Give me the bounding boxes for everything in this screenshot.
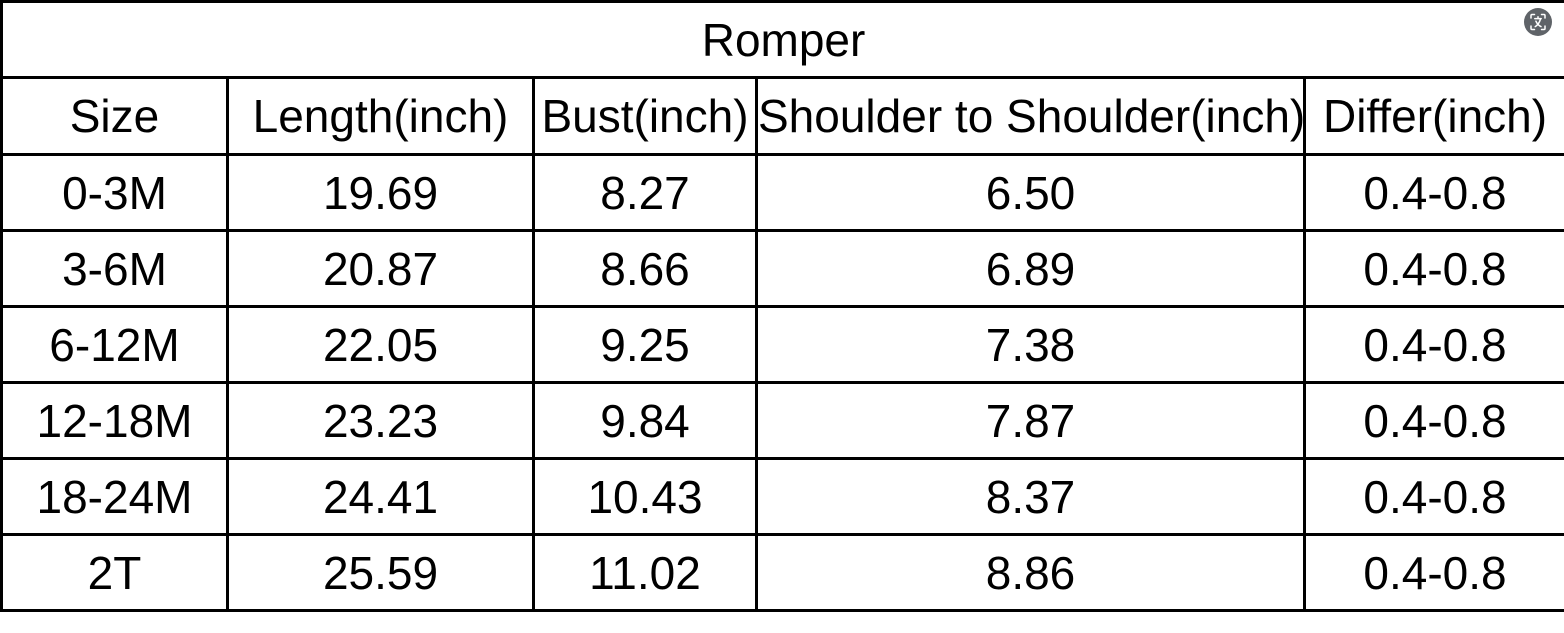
table-row: 3-6M 20.87 8.66 6.89 0.4-0.8 — [0, 229, 1564, 308]
cell-shoulder: 6.89 — [755, 229, 1306, 308]
table-title-row: Romper — [0, 0, 1564, 79]
cell-shoulder: 8.86 — [755, 533, 1306, 612]
cell-length: 22.05 — [226, 305, 535, 384]
cell-shoulder: 6.50 — [755, 153, 1306, 232]
translate-scan-icon-glyph — [1530, 13, 1546, 31]
cell-differ: 0.4-0.8 — [1302, 381, 1564, 460]
cell-shoulder: 7.38 — [755, 305, 1306, 384]
cell-bust: 10.43 — [532, 457, 758, 536]
cell-differ: 0.4-0.8 — [1302, 457, 1564, 536]
table-title: Romper — [0, 0, 1564, 79]
cell-size: 0-3M — [0, 153, 229, 232]
cell-length: 25.59 — [226, 533, 535, 612]
column-header-bust: Bust(inch) — [532, 76, 758, 156]
cell-shoulder: 8.37 — [755, 457, 1306, 536]
table-header-row: Size Length(inch) Bust(inch) Shoulder to… — [0, 76, 1564, 156]
size-chart-table: Romper Size Length(inch) Bust(inch) Shou… — [0, 0, 1564, 612]
table-row: 2T 25.59 11.02 8.86 0.4-0.8 — [0, 533, 1564, 612]
column-header-length: Length(inch) — [226, 76, 535, 156]
cell-length: 20.87 — [226, 229, 535, 308]
table-row: 18-24M 24.41 10.43 8.37 0.4-0.8 — [0, 457, 1564, 536]
column-header-size: Size — [0, 76, 229, 156]
cell-length: 19.69 — [226, 153, 535, 232]
cell-bust: 8.66 — [532, 229, 758, 308]
cell-differ: 0.4-0.8 — [1302, 533, 1564, 612]
cell-size: 18-24M — [0, 457, 229, 536]
cell-bust: 11.02 — [532, 533, 758, 612]
cell-size: 3-6M — [0, 229, 229, 308]
table-body: 0-3M 19.69 8.27 6.50 0.4-0.8 3-6M 20.87 8.66 6.8… — [0, 153, 1564, 612]
cell-differ: 0.4-0.8 — [1302, 153, 1564, 232]
table-row: 0-3M 19.69 8.27 6.50 0.4-0.8 — [0, 153, 1564, 232]
cell-bust: 9.25 — [532, 305, 758, 384]
cell-size: 2T — [0, 533, 229, 612]
table-row: 6-12M 22.05 9.25 7.38 0.4-0.8 — [0, 305, 1564, 384]
cell-length: 24.41 — [226, 457, 535, 536]
table-row: 12-18M 23.23 9.84 7.87 0.4-0.8 — [0, 381, 1564, 460]
cell-size: 12-18M — [0, 381, 229, 460]
cell-bust: 9.84 — [532, 381, 758, 460]
cell-length: 23.23 — [226, 381, 535, 460]
cell-bust: 8.27 — [532, 153, 758, 232]
cell-differ: 0.4-0.8 — [1302, 229, 1564, 308]
cell-shoulder: 7.87 — [755, 381, 1306, 460]
column-header-differ: Differ(inch) — [1302, 76, 1564, 156]
cell-differ: 0.4-0.8 — [1302, 305, 1564, 384]
column-header-shoulder: Shoulder to Shoulder(inch) — [755, 76, 1306, 156]
translate-scan-icon[interactable] — [1524, 8, 1552, 36]
cell-size: 6-12M — [0, 305, 229, 384]
